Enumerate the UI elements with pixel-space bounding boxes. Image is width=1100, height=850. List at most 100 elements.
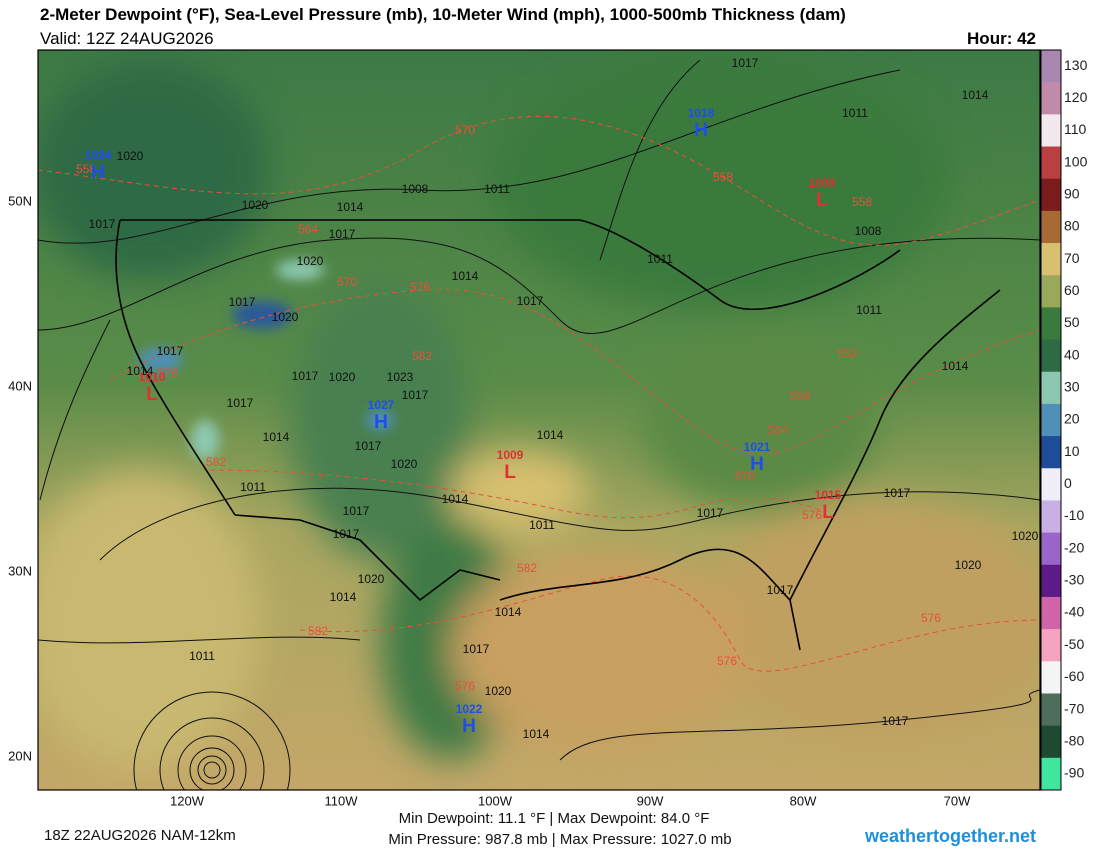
isobar-label: 1017 bbox=[292, 369, 319, 383]
thickness-label: 570 bbox=[455, 123, 475, 137]
isobar-label: 1023 bbox=[387, 370, 414, 384]
isobar-label: 1011 bbox=[842, 106, 868, 120]
colorbar-label: 0 bbox=[1064, 475, 1072, 491]
isobar-label: 1017 bbox=[157, 344, 184, 358]
pressure-center-type: L bbox=[822, 502, 834, 523]
colorbar-segment bbox=[1041, 275, 1061, 308]
isobar-label: 1011 bbox=[647, 252, 673, 266]
isobar-label: 1014 bbox=[495, 605, 522, 619]
model-run: 18Z 22AUG2026 NAM-12km bbox=[44, 827, 236, 844]
colorbar-segment bbox=[1041, 146, 1061, 180]
thickness-label: 582 bbox=[308, 624, 328, 638]
dewpoint-shading bbox=[38, 50, 1040, 770]
colorbar-segment bbox=[1041, 307, 1061, 341]
colorbar-label: 40 bbox=[1064, 346, 1080, 362]
colorbar-segment bbox=[1041, 693, 1061, 727]
pressure-center-type: L bbox=[504, 462, 516, 483]
isobar-label: 1014 bbox=[330, 590, 357, 604]
pressure-center-value: 1008 bbox=[809, 176, 836, 190]
pressure-center-type: L bbox=[146, 384, 158, 405]
colorbar-label: -30 bbox=[1064, 572, 1084, 588]
dewpoint-range: Min Dewpoint: 11.1 °F | Max Dewpoint: 84… bbox=[399, 810, 710, 827]
thickness-label: 564 bbox=[768, 423, 788, 437]
pressure-center-value: 1021 bbox=[744, 440, 771, 454]
isobar-label: 1017 bbox=[767, 583, 794, 597]
isobars bbox=[38, 59, 1040, 761]
isobar-label: 1014 bbox=[127, 364, 154, 378]
colorbar: 1301201101009080706050403020100-10-20-30… bbox=[1040, 49, 1088, 791]
isobar-label: 1014 bbox=[942, 359, 969, 373]
forecast-hour: Hour: 42 bbox=[967, 29, 1036, 48]
isobar-label: 1017 bbox=[329, 227, 356, 241]
longitude-label: 80W bbox=[790, 793, 817, 808]
pressure-center-type: H bbox=[374, 412, 388, 433]
pressure-center-value: 1010 bbox=[139, 370, 166, 384]
isobar-label: 1020 bbox=[358, 572, 385, 586]
isobar-label: 1014 bbox=[523, 727, 550, 741]
valid-time: Valid: 12Z 24AUG2026 bbox=[40, 29, 214, 48]
pressure-center-value: 1015 bbox=[815, 488, 842, 502]
map-frame bbox=[37, 49, 1041, 791]
isobar-label: 1020 bbox=[1012, 529, 1039, 543]
pressure-center-value: 1024 bbox=[85, 148, 112, 162]
colorbar-segment bbox=[1041, 339, 1061, 373]
isobar-label: 1011 bbox=[856, 303, 882, 317]
isobar-label: 1014 bbox=[452, 269, 479, 283]
colorbar-frame bbox=[1040, 49, 1062, 791]
colorbar-label: 20 bbox=[1064, 411, 1080, 427]
isobar-label: 1020 bbox=[329, 370, 356, 384]
pressure-center-value: 1018 bbox=[688, 106, 715, 120]
isobar-label: 1017 bbox=[732, 56, 759, 70]
site-credit[interactable]: weathertogether.net bbox=[864, 826, 1036, 846]
isobar-label: 1017 bbox=[517, 294, 544, 308]
pressure-center-type: L bbox=[816, 190, 828, 211]
isobar-label: 1017 bbox=[402, 388, 429, 402]
isobar-label: 1020 bbox=[117, 149, 144, 163]
longitude-label: 90W bbox=[637, 793, 664, 808]
colorbar-segment bbox=[1041, 114, 1061, 148]
colorbar-label: -80 bbox=[1064, 732, 1084, 748]
thickness-label: 570 bbox=[337, 275, 357, 289]
colorbar-segment bbox=[1041, 50, 1061, 83]
colorbar-label: 50 bbox=[1064, 314, 1080, 330]
colorbar-label: 120 bbox=[1064, 89, 1088, 105]
thickness-label: 552 bbox=[837, 347, 857, 361]
thickness-label: 582 bbox=[517, 561, 537, 575]
thickness-label: 582 bbox=[412, 349, 432, 363]
thickness-label: 564 bbox=[298, 222, 318, 236]
colorbar-segment bbox=[1041, 725, 1061, 759]
thickness-label: 576 bbox=[455, 679, 475, 693]
thickness-label: 576 bbox=[158, 366, 178, 380]
isobar-label: 1014 bbox=[962, 88, 989, 102]
colorbar-label: 100 bbox=[1064, 153, 1088, 169]
colorbar-label: 90 bbox=[1064, 185, 1080, 201]
colorbar-segment bbox=[1041, 629, 1061, 662]
colorbar-segment bbox=[1041, 403, 1061, 437]
colorbar-segment bbox=[1041, 243, 1061, 276]
colorbar-segment bbox=[1041, 500, 1061, 534]
longitude-label: 100W bbox=[478, 793, 513, 808]
latitude-label: 40N bbox=[8, 378, 32, 393]
isobar-label: 1020 bbox=[485, 684, 512, 698]
longitude-label: 120W bbox=[170, 793, 205, 808]
colorbar-label: -10 bbox=[1064, 507, 1084, 523]
thickness-label: 576 bbox=[921, 611, 941, 625]
thickness-contours bbox=[38, 115, 1040, 672]
thickness-label: 558 bbox=[852, 195, 872, 209]
isobar-label: 1020 bbox=[391, 457, 418, 471]
colorbar-label: -90 bbox=[1064, 765, 1084, 781]
pressure-center-value: 1009 bbox=[497, 448, 524, 462]
colorbar-segment bbox=[1041, 532, 1061, 566]
colorbar-segment bbox=[1041, 468, 1061, 501]
colorbar-segment bbox=[1041, 596, 1061, 630]
colorbar-segment bbox=[1041, 661, 1061, 694]
colorbar-label: 10 bbox=[1064, 443, 1080, 459]
colorbar-segment bbox=[1041, 436, 1061, 469]
colorbar-segment bbox=[1041, 178, 1061, 212]
pressure-center-value: 1027 bbox=[368, 398, 395, 412]
colorbar-label: -50 bbox=[1064, 636, 1084, 652]
pressure-center-value: 1022 bbox=[456, 702, 483, 716]
latitude-label: 50N bbox=[8, 193, 32, 208]
thickness-label: 558 bbox=[713, 170, 733, 184]
